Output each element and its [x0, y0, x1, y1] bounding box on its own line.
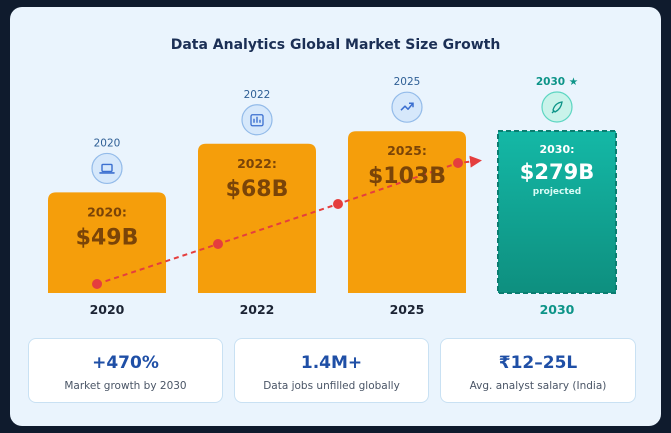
top-year-label: 2030 ★: [536, 76, 578, 88]
chart-title: Data Analytics Global Market Size Growth: [170, 37, 501, 53]
top-year-label: 2022: [244, 89, 271, 101]
x-tick-label: 2020: [90, 302, 125, 317]
chart-card: Data Analytics Global Market Size Growth…: [10, 7, 661, 426]
stat-value: ₹12–25L: [498, 353, 578, 373]
stat-label: Avg. analyst salary (India): [469, 380, 607, 392]
bar-2022: [198, 143, 316, 293]
trend-point: [453, 158, 463, 168]
stat-label: Data jobs unfilled globally: [263, 380, 400, 392]
trend-point: [213, 239, 223, 249]
top-year-label: 2020: [94, 137, 121, 149]
bar-2030: [497, 130, 617, 294]
projected-note: projected: [533, 187, 581, 197]
icon-bubble: [91, 152, 123, 185]
icon-bubble: [541, 91, 573, 123]
rocket-icon: [551, 101, 563, 114]
bar-2025: [348, 131, 466, 293]
x-tick-label: 2022: [240, 302, 275, 317]
stat-value: 1.4M+: [300, 353, 363, 373]
bar-value-label: $279B: [520, 160, 594, 184]
market-growth-chart: 2020: $49B 2020 2020 2022: $68B 2022 2022 2025: $…: [48, 76, 617, 317]
bar-year-label: 2022:: [237, 156, 277, 171]
laptop-icon: [99, 163, 115, 174]
bar-year-label: 2025:: [387, 143, 427, 158]
bar-year-label: 2030:: [539, 143, 574, 156]
icon-frame: [250, 114, 264, 127]
stat-card-salary: ₹12–25L Avg. analyst salary (India): [440, 338, 636, 403]
bar-value-label: $68B: [226, 177, 289, 202]
trend-line-glyph: [400, 102, 414, 111]
trend-point: [333, 199, 343, 209]
bar-value-label: $49B: [76, 225, 139, 250]
trend-point: [92, 279, 102, 289]
bar-year-label: 2020:: [87, 204, 127, 219]
stat-card-jobs: 1.4M+ Data jobs unfilled globally: [234, 338, 429, 403]
top-year-label: 2025: [394, 76, 421, 88]
bar-value-label: $103B: [368, 164, 446, 189]
stat-label: Market growth by 2030: [64, 380, 187, 392]
bar-chart-icon: [250, 114, 264, 127]
stat-value: +470%: [92, 353, 159, 373]
bar-2020: [48, 192, 166, 293]
trending-up-icon: [400, 102, 414, 111]
stat-card-growth: +470% Market growth by 2030: [28, 338, 223, 403]
trend-arrow-glyph: [409, 102, 414, 108]
x-tick-label: 2030: [540, 302, 575, 317]
laptop-screen: [101, 163, 113, 173]
rocket-flame: [551, 110, 555, 114]
x-tick-label: 2025: [390, 302, 425, 317]
